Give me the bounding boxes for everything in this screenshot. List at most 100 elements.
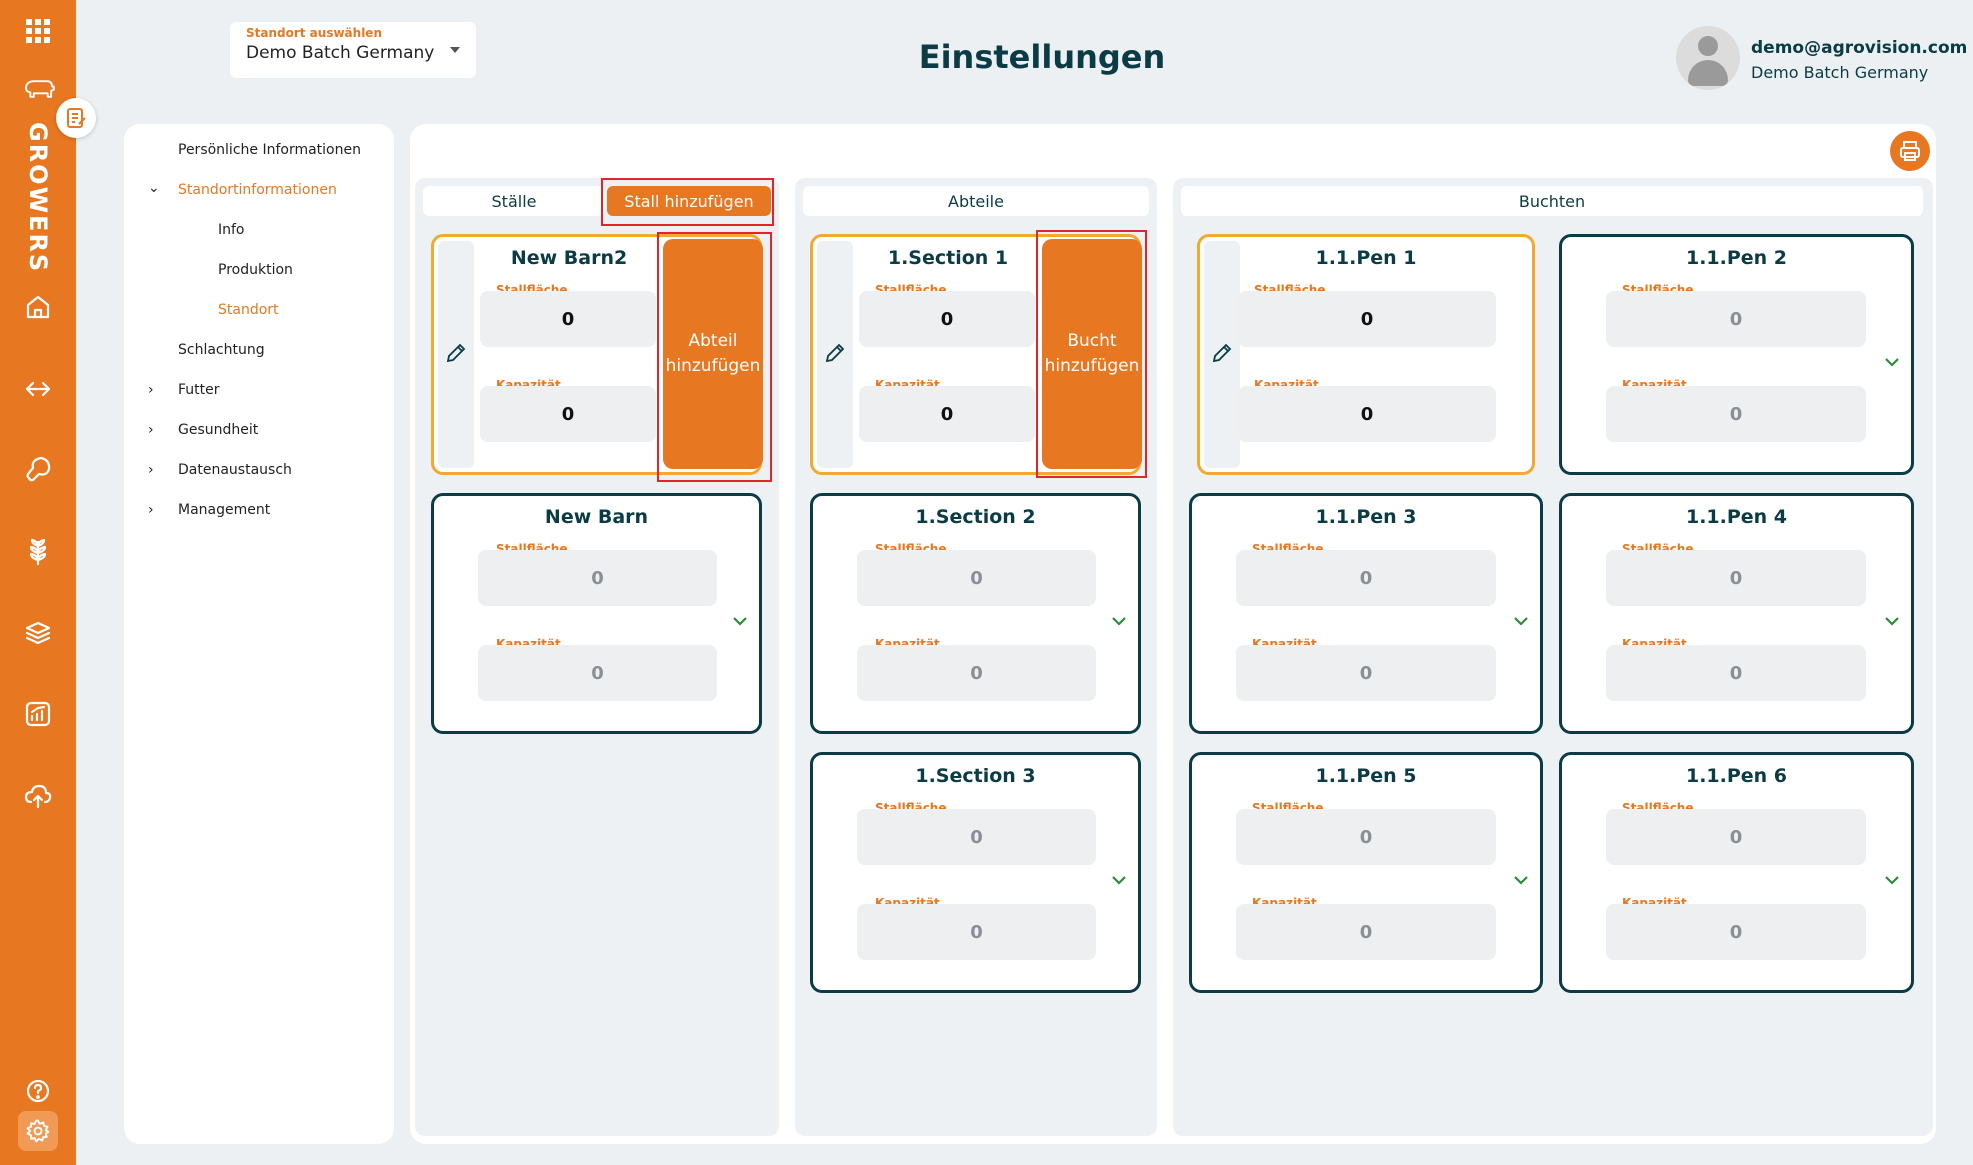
page-title: Einstellungen	[918, 38, 1166, 76]
tree-item-feed[interactable]: Futter	[178, 382, 220, 398]
section-card[interactable]: 1.Section 2 Stallfläche 0 Kapazität 0	[810, 493, 1141, 734]
add-pen-button[interactable]: Bucht hinzufügen	[1042, 239, 1142, 469]
area-value: 0	[480, 291, 656, 347]
chevron-down-icon[interactable]	[1512, 612, 1530, 630]
card-title: 1.1.Pen 4	[1685, 506, 1788, 528]
tree-item-location[interactable]: Standort	[218, 302, 279, 318]
section-card[interactable]: 1.Section 3 Stallfläche 0 Kapazität 0	[810, 752, 1141, 993]
tree-item-site-info[interactable]: Standortinformationen	[178, 182, 337, 198]
area-value: 0	[1236, 809, 1496, 865]
caret-down-icon	[450, 47, 460, 53]
side-rail: GROWERS	[0, 0, 76, 1165]
capacity-value: 0	[859, 386, 1035, 442]
cloud-upload-icon[interactable]	[21, 779, 55, 813]
pen-card[interactable]: 1.1.Pen 6 Stallfläche 0 Kapazität 0	[1559, 752, 1914, 993]
card-title: New Barn2	[510, 247, 628, 269]
settings-tree: Persönliche Informationen ⌄ Standortinfo…	[124, 124, 394, 1144]
pen-card-selected[interactable]: 1.1.Pen 1 Stallfläche 0 Kapazität 0	[1197, 234, 1535, 475]
pencil-icon[interactable]	[823, 341, 847, 365]
add-section-button[interactable]: Abteil hinzufügen	[663, 239, 763, 469]
chevron-down-icon[interactable]	[1110, 612, 1128, 630]
capacity-value: 0	[480, 386, 656, 442]
chevron-down-icon[interactable]	[1883, 353, 1901, 371]
tree-item-data-exchange[interactable]: Datenaustausch	[178, 462, 292, 478]
chevron-right-icon[interactable]: ›	[148, 422, 154, 438]
barn-card[interactable]: New Barn Stallfläche 0 Kapazität 0	[431, 493, 762, 734]
capacity-value: 0	[478, 645, 717, 701]
pen-card[interactable]: 1.1.Pen 4 Stallfläche 0 Kapazität 0	[1559, 493, 1914, 734]
barn-card-selected[interactable]: New Barn2 Stallfläche 0 Kapazität 0 Abte…	[431, 234, 763, 475]
tree-item-info[interactable]: Info	[218, 222, 245, 238]
chevron-down-icon[interactable]	[1110, 871, 1128, 889]
grain-icon[interactable]	[21, 534, 55, 568]
barns-header: Ställe	[423, 186, 605, 216]
transfer-icon[interactable]	[21, 372, 55, 406]
site-select-label: Standort auswählen	[246, 26, 382, 40]
layers-icon[interactable]	[21, 616, 55, 650]
print-button[interactable]	[1890, 131, 1930, 171]
chevron-right-icon[interactable]: ›	[148, 382, 154, 398]
area-value: 0	[857, 809, 1096, 865]
printer-icon	[1900, 141, 1920, 161]
add-barn-button[interactable]: Stall hinzufügen	[607, 186, 771, 216]
area-value: 0	[1238, 291, 1496, 347]
pig-icon[interactable]	[20, 72, 58, 106]
section-card-selected[interactable]: 1.Section 1 Stallfläche 0 Kapazität 0 Bu…	[810, 234, 1142, 475]
card-edit-strip	[1204, 241, 1240, 468]
capacity-value: 0	[857, 645, 1096, 701]
pencil-icon[interactable]	[444, 341, 468, 365]
card-title: New Barn	[544, 506, 649, 528]
card-edit-strip	[438, 241, 474, 468]
capacity-value: 0	[1236, 645, 1496, 701]
card-title: 1.1.Pen 1	[1315, 247, 1417, 269]
card-title: 1.1.Pen 2	[1685, 247, 1788, 269]
chevron-down-icon[interactable]: ⌄	[148, 180, 160, 196]
pencil-icon[interactable]	[1210, 341, 1234, 365]
pen-card[interactable]: 1.1.Pen 2 Stallfläche 0 Kapazität 0	[1559, 234, 1914, 475]
pen-card[interactable]: 1.1.Pen 3 Stallfläche 0 Kapazität 0	[1189, 493, 1543, 734]
card-title: 1.1.Pen 6	[1685, 765, 1788, 787]
brand-logo-text: GROWERS	[24, 122, 52, 274]
meat-icon[interactable]	[21, 452, 55, 486]
chevron-right-icon[interactable]: ›	[148, 462, 154, 478]
capacity-value: 0	[1606, 386, 1866, 442]
user-site: Demo Batch Germany	[1751, 63, 1929, 82]
pen-card[interactable]: 1.1.Pen 5 Stallfläche 0 Kapazität 0	[1189, 752, 1543, 993]
sections-header: Abteile	[803, 186, 1149, 216]
card-title: 1.Section 3	[915, 765, 1036, 787]
chevron-right-icon[interactable]: ›	[148, 502, 154, 518]
capacity-value: 0	[1238, 386, 1496, 442]
avatar[interactable]	[1676, 26, 1740, 90]
apps-grid-icon[interactable]	[21, 14, 55, 48]
site-select-dropdown[interactable]: Standort auswählen Demo Batch Germany	[230, 22, 476, 78]
home-icon[interactable]	[21, 290, 55, 324]
settings-icon[interactable]	[18, 1111, 58, 1151]
capacity-value: 0	[1606, 645, 1866, 701]
notes-icon[interactable]	[56, 98, 96, 138]
highlight-box	[1036, 230, 1147, 478]
tree-item-personal-info[interactable]: Persönliche Informationen	[178, 142, 361, 158]
highlight-box	[601, 178, 774, 226]
tree-item-slaughter[interactable]: Schlachtung	[178, 342, 265, 358]
highlight-box	[657, 232, 772, 482]
card-title: 1.1.Pen 3	[1315, 506, 1417, 528]
pens-header: Buchten	[1181, 186, 1923, 216]
capacity-value: 0	[1606, 904, 1866, 960]
card-title: 1.1.Pen 5	[1315, 765, 1417, 787]
chevron-down-icon[interactable]	[1883, 612, 1901, 630]
tree-item-health[interactable]: Gesundheit	[178, 422, 259, 438]
area-value: 0	[1606, 291, 1866, 347]
chevron-down-icon[interactable]	[1512, 871, 1530, 889]
help-icon[interactable]	[21, 1074, 55, 1108]
user-email: demo@agrovision.com	[1751, 38, 1968, 58]
capacity-value: 0	[1236, 904, 1496, 960]
tree-item-production[interactable]: Produktion	[218, 262, 293, 278]
area-value: 0	[1606, 809, 1866, 865]
area-value: 0	[859, 291, 1035, 347]
tree-item-management[interactable]: Management	[178, 502, 271, 518]
report-chart-icon[interactable]	[21, 697, 55, 731]
card-title: 1.Section 1	[887, 247, 1009, 269]
chevron-down-icon[interactable]	[731, 612, 749, 630]
chevron-down-icon[interactable]	[1883, 871, 1901, 889]
area-value: 0	[857, 550, 1096, 606]
